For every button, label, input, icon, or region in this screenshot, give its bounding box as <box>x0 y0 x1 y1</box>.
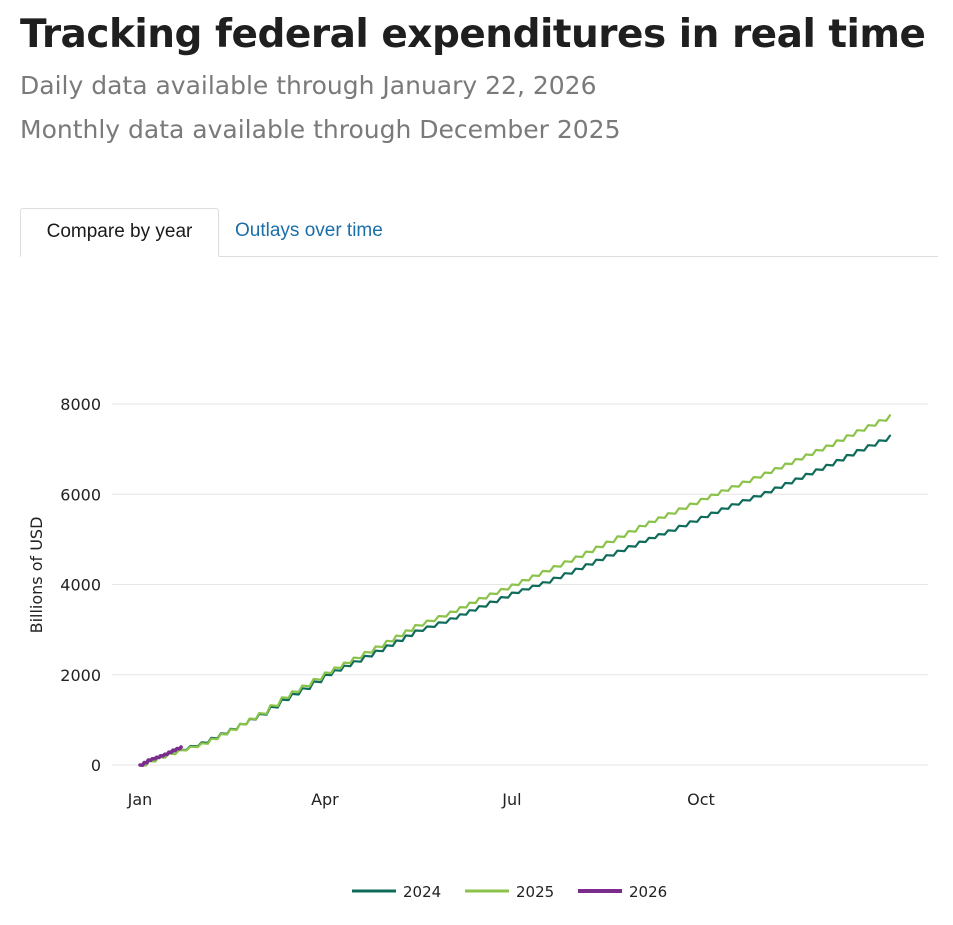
y-axis-ticks: 0 2000 4000 6000 8000 <box>60 395 101 775</box>
y-tick-label: 4000 <box>60 576 101 595</box>
series-line-2026 <box>138 745 183 767</box>
tab-outlays-over-time[interactable]: Outlays over time <box>235 220 383 241</box>
y-axis-title: Billions of USD <box>27 517 46 634</box>
y-tick-label: 8000 <box>60 395 101 414</box>
y-tick-label: 6000 <box>60 485 101 504</box>
legend-label-2024[interactable]: 2024 <box>403 883 441 901</box>
monthly-data-note: Monthly data available through December … <box>20 115 621 144</box>
series-lines <box>138 414 892 767</box>
series-line-2024 <box>138 434 892 767</box>
x-axis-ticks: Jan Apr Jul Oct <box>127 790 715 809</box>
page-title: Tracking federal expenditures in real ti… <box>20 12 926 57</box>
y-tick-label: 0 <box>91 756 101 775</box>
legend: 2024 2025 2026 <box>352 883 667 901</box>
legend-label-2026[interactable]: 2026 <box>629 883 667 901</box>
y-tick-label: 2000 <box>60 666 101 685</box>
view-tabs: Compare by year Outlays over time <box>20 208 938 257</box>
x-tick-label: Jul <box>501 790 521 809</box>
series-line-2025 <box>138 414 892 767</box>
legend-label-2025[interactable]: 2025 <box>516 883 554 901</box>
tab-compare-by-year[interactable]: Compare by year <box>20 208 219 257</box>
daily-data-note: Daily data available through January 22,… <box>20 71 597 100</box>
x-tick-label: Apr <box>311 790 339 809</box>
x-tick-label: Jan <box>127 790 153 809</box>
x-tick-label: Oct <box>687 790 715 809</box>
